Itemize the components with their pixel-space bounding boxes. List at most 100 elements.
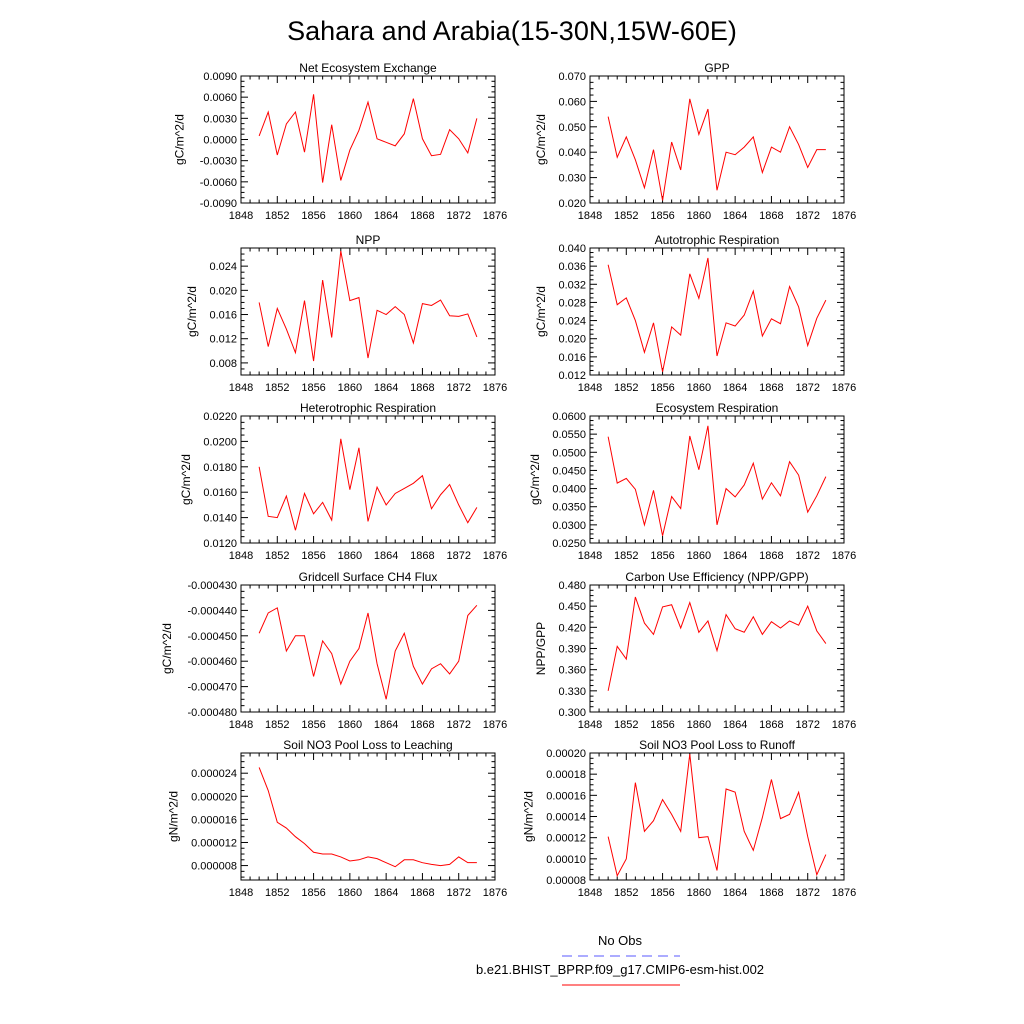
series-line: [258, 438, 478, 531]
y-tick-label: -0.0060: [200, 177, 237, 189]
y-tick-label: 0.000020: [191, 791, 237, 803]
x-tick-label: 1876: [483, 550, 507, 562]
y-tick-label: 0.300: [558, 707, 586, 719]
y-axis-label: NPP/GPP: [534, 622, 548, 675]
x-tick-label: 1864: [723, 887, 747, 899]
x-tick-label: 1876: [832, 550, 856, 562]
y-tick-label: -0.000470: [187, 682, 237, 694]
x-tick-label: 1864: [723, 382, 747, 394]
x-tick-label: 1848: [229, 382, 253, 394]
plot-frame: [589, 752, 845, 881]
y-tick-label: 0.480: [558, 580, 586, 592]
y-tick-label: 0.000008: [191, 861, 237, 873]
x-tick-label: 1876: [832, 382, 856, 394]
y-tick-label: 0.360: [558, 665, 586, 677]
y-tick-label: 0.0180: [203, 462, 237, 474]
chart-panel: Soil NO3 Pool Loss to Leaching 1848 1852 18…: [166, 738, 507, 899]
x-tick-label: 1856: [301, 887, 325, 899]
y-tick-label: 0.000012: [191, 837, 237, 849]
x-tick-label: 1852: [265, 719, 289, 731]
y-axis-label: gN/m^2/d: [166, 791, 180, 842]
y-axis-label: gC/m^2/d: [179, 454, 193, 505]
x-tick-label: 1868: [410, 887, 434, 899]
chart-panel: Gridcell Surface CH4 Flux 1848 1852 1856 186…: [160, 570, 507, 731]
y-tick-label: -0.000440: [187, 605, 237, 617]
x-tick-label: 1856: [301, 550, 325, 562]
x-tick-label: 1876: [832, 887, 856, 899]
x-tick-label: 1868: [759, 210, 783, 222]
x-tick-label: 1848: [578, 210, 602, 222]
y-tick-label: 0.070: [558, 71, 586, 83]
y-tick-label: 0.0220: [203, 411, 237, 423]
x-tick-label: 1864: [374, 550, 398, 562]
chart-title: Gridcell Surface CH4 Flux: [299, 570, 438, 584]
y-tick-label: 0.390: [558, 644, 586, 656]
x-tick-label: 1872: [795, 550, 819, 562]
x-tick-label: 1848: [578, 719, 602, 731]
x-tick-label: 1876: [483, 210, 507, 222]
panels: Net Ecosystem Exchange 1848 1852 1856 1860 18…: [160, 61, 856, 899]
x-tick-label: 1872: [795, 382, 819, 394]
x-tick-label: 1872: [795, 719, 819, 731]
y-tick-label: 0.008: [209, 358, 237, 370]
y-tick-label: 0.040: [558, 147, 586, 159]
series-line: [258, 250, 478, 362]
x-tick-label: 1864: [723, 210, 747, 222]
x-tick-label: 1860: [338, 887, 362, 899]
y-tick-label: 0.0000: [203, 135, 237, 147]
y-tick-label: 0.00008: [546, 875, 586, 887]
x-tick-label: 1872: [446, 719, 470, 731]
series-line: [258, 604, 478, 700]
plot-frame: [240, 415, 496, 544]
x-tick-label: 1876: [483, 887, 507, 899]
y-tick-label: 0.0450: [552, 465, 586, 477]
series-line: [258, 767, 477, 868]
series-line: [607, 425, 827, 536]
chart-title: GPP: [704, 61, 729, 75]
chart-title: NPP: [356, 233, 381, 247]
y-tick-label: 0.024: [209, 261, 237, 273]
y-tick-label: 0.012: [558, 370, 586, 382]
series-line: [258, 94, 478, 183]
x-tick-label: 1872: [446, 210, 470, 222]
y-tick-label: 0.060: [558, 96, 586, 108]
chart-panel: Soil NO3 Pool Loss to Runoff 1848 1852 1856…: [522, 738, 857, 899]
y-axis-label: gC/m^2/d: [173, 114, 187, 165]
chart-panel: NPP 1848 1852 1856 1860 1864 1868 1872 1876 0.024…: [185, 233, 507, 394]
x-tick-label: 1864: [374, 887, 398, 899]
y-tick-label: 0.450: [558, 601, 586, 613]
y-tick-label: -0.000480: [187, 707, 237, 719]
y-tick-label: 0.0140: [203, 513, 237, 525]
y-tick-label: 0.0400: [552, 484, 586, 496]
y-tick-label: 0.00016: [546, 790, 586, 802]
x-tick-label: 1876: [832, 719, 856, 731]
y-axis-label: gC/m^2/d: [528, 454, 542, 505]
chart-panel: Heterotrophic Respiration 1848 1852 1856 186…: [179, 401, 507, 562]
chart-panel: Carbon Use Efficiency (NPP/GPP) 1848 1852 1…: [534, 570, 856, 731]
x-tick-label: 1868: [410, 382, 434, 394]
y-axis-label: gC/m^2/d: [534, 114, 548, 165]
x-tick-label: 1860: [687, 550, 711, 562]
x-tick-label: 1872: [446, 887, 470, 899]
y-tick-label: 0.012: [209, 334, 237, 346]
y-tick-label: 0.00010: [546, 854, 586, 866]
x-tick-label: 1864: [374, 210, 398, 222]
y-tick-label: -0.000450: [187, 631, 237, 643]
x-tick-label: 1852: [265, 210, 289, 222]
y-tick-label: 0.024: [558, 316, 586, 328]
x-tick-label: 1852: [614, 382, 638, 394]
x-tick-label: 1852: [614, 719, 638, 731]
x-tick-label: 1876: [832, 210, 856, 222]
y-tick-label: 0.00020: [546, 748, 586, 760]
x-tick-label: 1872: [446, 550, 470, 562]
y-axis-label: gC/m^2/d: [185, 286, 199, 337]
y-axis-label: gC/m^2/d: [534, 286, 548, 337]
series-line: [607, 98, 826, 201]
x-tick-label: 1868: [759, 382, 783, 394]
series-line: [607, 754, 827, 878]
x-tick-label: 1848: [229, 887, 253, 899]
chart-panel: Autotrophic Respiration 1848 1852 1856 1860 1…: [534, 233, 856, 394]
y-tick-label: -0.0030: [200, 156, 237, 168]
x-tick-label: 1860: [687, 210, 711, 222]
chart-title: Carbon Use Efficiency (NPP/GPP): [625, 570, 808, 584]
